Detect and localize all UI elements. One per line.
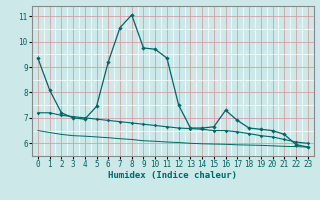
X-axis label: Humidex (Indice chaleur): Humidex (Indice chaleur) bbox=[108, 171, 237, 180]
